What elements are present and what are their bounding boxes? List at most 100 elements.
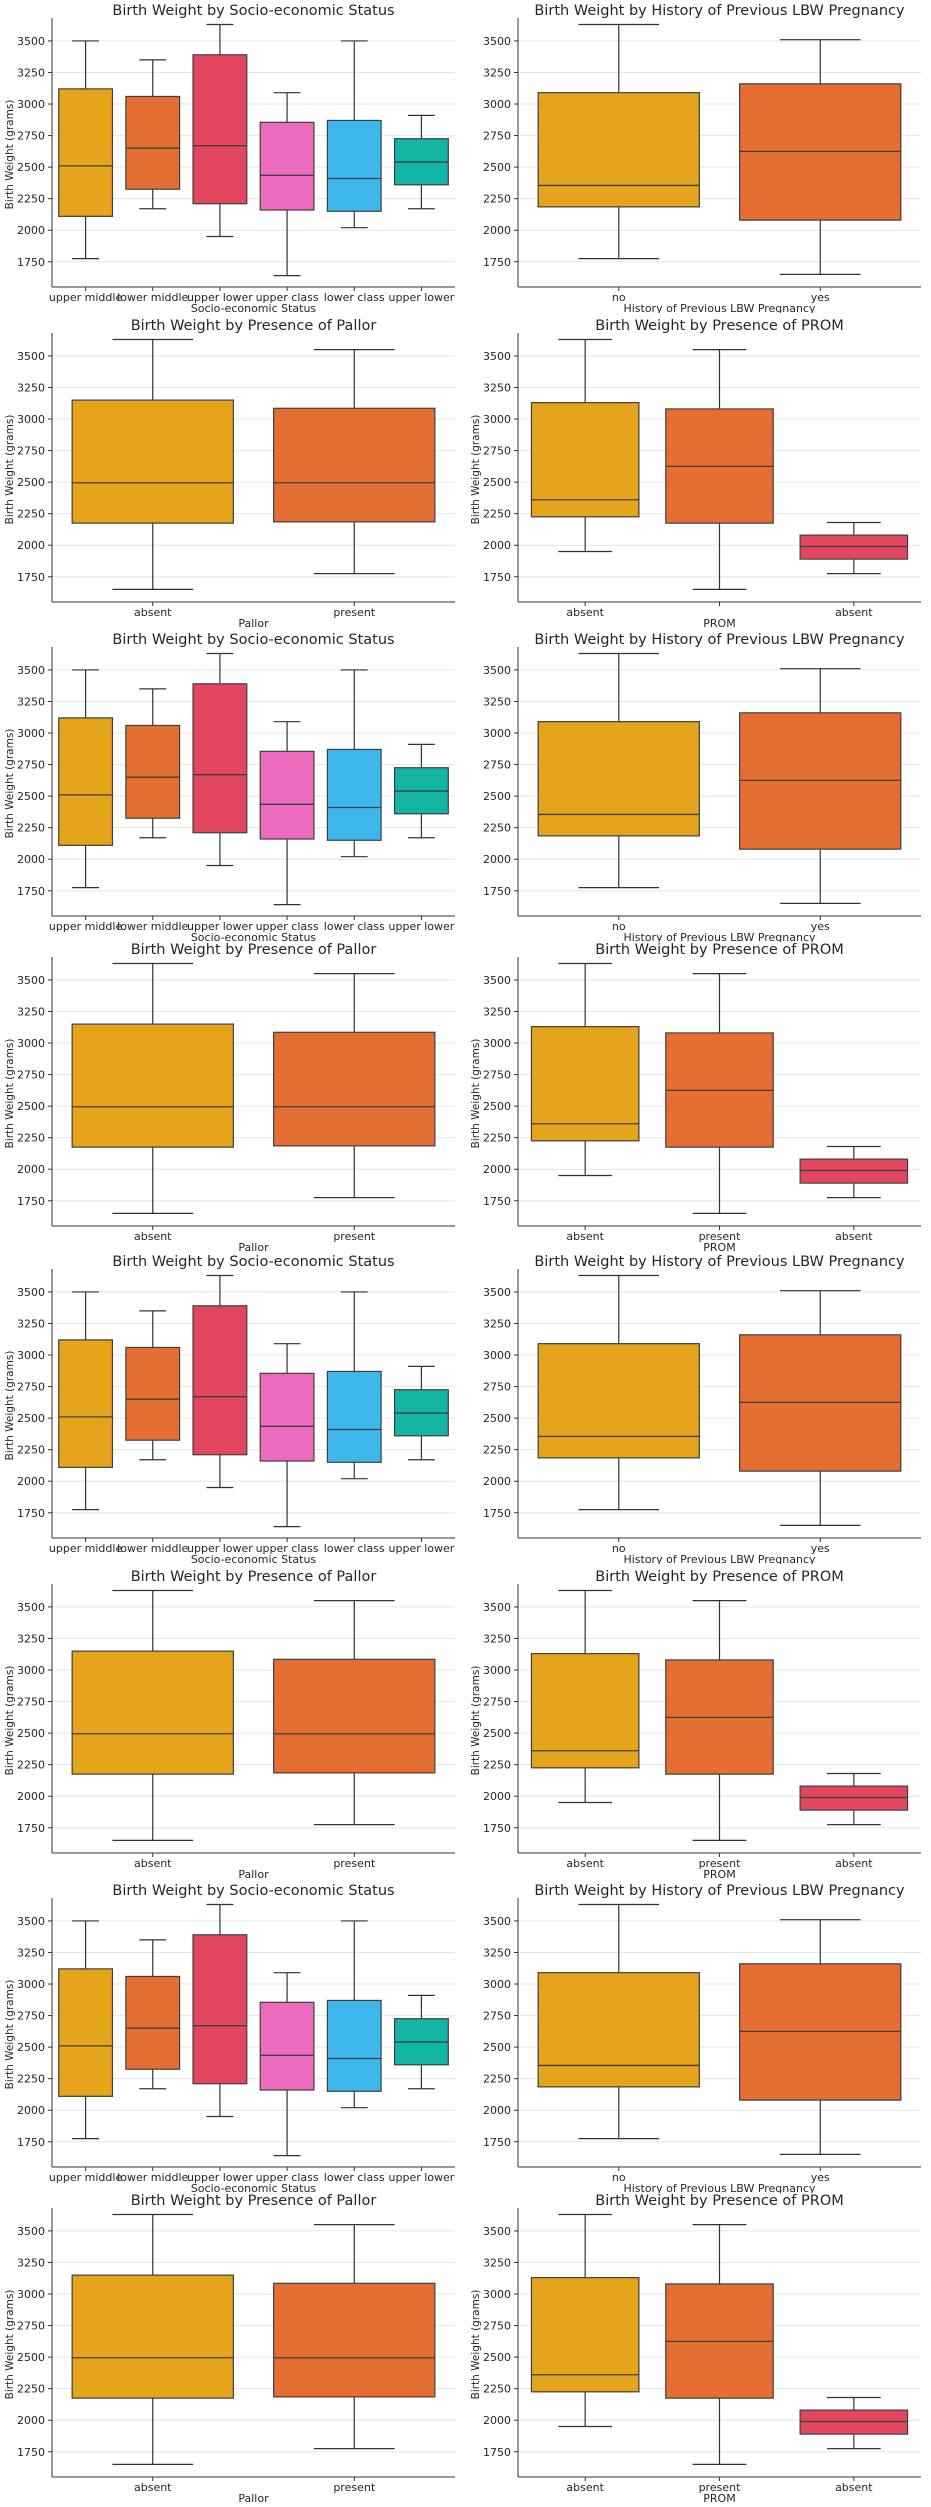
y-tick-label: 3500 (483, 1601, 511, 1614)
chart-title: Birth Weight by Presence of PROM (595, 942, 844, 958)
x-tick-label: lower class (324, 920, 385, 933)
y-axis-label: Birth Weight (grams) (470, 1039, 482, 1149)
y-tick-label: 2750 (17, 759, 45, 772)
y-tick-label: 2250 (483, 1759, 511, 1772)
boxplot-svg: Birth Weight by Socio-economic Status Bir… (4, 1254, 455, 1566)
box-group (326, 669, 382, 858)
box-group (58, 40, 114, 260)
box-body (125, 724, 181, 819)
box-group (537, 1903, 700, 2140)
y-tick-label: 3000 (483, 727, 511, 740)
box-group (273, 1600, 436, 1826)
box-group (71, 2213, 234, 2465)
box-body (273, 2282, 436, 2398)
x-axis-label: PROM (703, 1868, 735, 1879)
x-tick-label: present (699, 1230, 742, 1243)
boxplot-svg: Birth Weight by History of Previous LBW … (483, 1254, 921, 1566)
y-tick-label: 1750 (483, 885, 511, 898)
y-tick-label: 3000 (17, 1664, 45, 1677)
box-body (125, 1975, 181, 2070)
y-tick-label: 2750 (17, 130, 45, 143)
y-tick-label: 1750 (483, 1195, 511, 1208)
boxplot-svg: Birth Weight by Presence of PROM Birth We… (470, 1569, 921, 1881)
y-tick-label: 3250 (483, 1317, 511, 1330)
y-tick-label: 3000 (483, 1037, 511, 1050)
chart-title: Birth Weight by Socio-economic Status (112, 632, 394, 648)
chart-title: Birth Weight by Socio-economic Status (112, 1254, 394, 1270)
y-axis-label: Birth Weight (grams) (470, 2290, 482, 2400)
x-tick-label: absent (835, 1857, 873, 1870)
x-tick-label: upper middle (49, 291, 123, 304)
x-tick-label: upper middle (49, 1542, 123, 1555)
y-tick-label: 2000 (483, 1475, 511, 1488)
y-tick-label: 3500 (17, 1286, 45, 1299)
x-tick-label: absent (566, 1857, 604, 1870)
x-axis-label: History of Previous LBW Pregnancy (623, 2182, 816, 2193)
box-group (192, 1903, 248, 2118)
x-axis-label: Pallor (238, 1241, 269, 1252)
y-tick-label: 2000 (17, 1790, 45, 1803)
y-tick-label: 2500 (17, 790, 45, 803)
box-group (537, 1274, 700, 1511)
y-tick-label: 2750 (17, 2010, 45, 2023)
y-tick-label: 2500 (483, 1100, 511, 1113)
x-axis-label: Socio-economic Status (191, 931, 317, 942)
x-tick-label: lower middle (117, 1542, 188, 1555)
y-axis-label: Birth Weight (grams) (4, 2290, 16, 2400)
x-tick-label: present (333, 1230, 376, 1243)
y-tick-label: 1750 (17, 1507, 45, 1520)
box-group (799, 2396, 909, 2450)
y-tick-label: 1750 (17, 1195, 45, 1208)
box-group (530, 338, 640, 553)
x-tick-label: upper middle (49, 920, 123, 933)
box-group (326, 1291, 382, 1480)
y-tick-label: 2750 (483, 2010, 511, 2023)
y-tick-label: 3250 (483, 1946, 511, 1959)
y-tick-label: 3500 (483, 1286, 511, 1299)
y-tick-label: 2500 (483, 790, 511, 803)
chart-title: Birth Weight by History of Previous LBW … (534, 3, 905, 19)
y-tick-label: 2000 (17, 1475, 45, 1488)
y-tick-label: 3000 (483, 1978, 511, 1991)
x-tick-label: upper lower (389, 920, 455, 933)
y-tick-label: 3000 (17, 1978, 45, 1991)
box-group (326, 1920, 382, 2109)
y-tick-label: 2250 (483, 2383, 511, 2396)
chart-title: Birth Weight by Presence of Pallor (131, 318, 377, 334)
boxplot-svg: Birth Weight by History of Previous LBW … (483, 1883, 921, 2195)
y-tick-label: 2000 (483, 2104, 511, 2117)
box-body (259, 121, 315, 211)
y-tick-label: 2250 (17, 1132, 45, 1145)
y-tick-label: 3250 (17, 2256, 45, 2269)
y-axis-label: Birth Weight (grams) (470, 415, 482, 525)
y-axis-label: Birth Weight (grams) (4, 415, 16, 525)
y-tick-label: 1750 (483, 2136, 511, 2149)
chart-panel: Birth Weight by Socio-economic Status Bir… (0, 629, 465, 944)
y-tick-label: 3500 (17, 1915, 45, 1928)
x-tick-label: yes (811, 291, 830, 304)
y-tick-label: 2250 (483, 1132, 511, 1145)
box-group (273, 349, 436, 575)
y-axis-label: Birth Weight (grams) (4, 729, 16, 839)
chart-panel: Birth Weight by Presence of PROM Birth We… (466, 2190, 931, 2505)
box-body (259, 1372, 315, 1462)
box-group (393, 1365, 449, 1461)
y-tick-label: 2250 (17, 1759, 45, 1772)
y-tick-label: 3000 (483, 413, 511, 426)
y-tick-label: 3000 (17, 1037, 45, 1050)
box-body (125, 95, 181, 190)
y-tick-label: 3250 (483, 381, 511, 394)
box-group (125, 1310, 181, 1461)
y-tick-label: 2250 (17, 1444, 45, 1457)
chart-title: Birth Weight by History of Previous LBW … (534, 632, 905, 648)
box-group (71, 1589, 234, 1841)
y-tick-label: 3500 (483, 664, 511, 677)
x-tick-label: absent (835, 1230, 873, 1243)
boxplot-svg: Birth Weight by History of Previous LBW … (483, 632, 921, 944)
chart-title: Birth Weight by Presence of PROM (595, 2193, 844, 2209)
chart-panel: Birth Weight by Presence of Pallor Birth … (0, 2190, 465, 2505)
y-tick-label: 2500 (17, 2041, 45, 2054)
chart-panel: Birth Weight by Socio-economic Status Bir… (0, 1251, 465, 1566)
box-body (259, 2001, 315, 2091)
x-tick-label: lower class (324, 291, 385, 304)
